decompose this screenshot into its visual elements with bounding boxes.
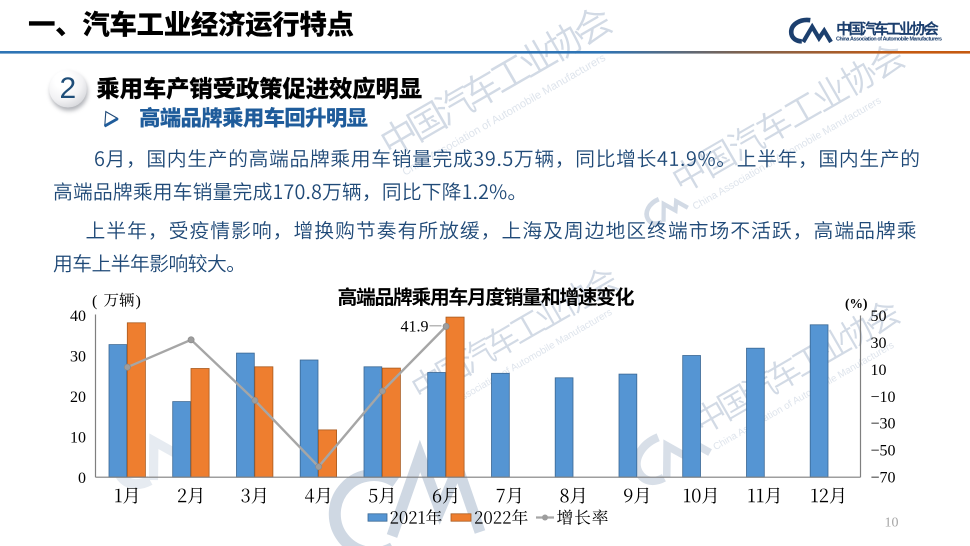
svg-text:50: 50: [871, 308, 887, 325]
svg-text:41.9: 41.9: [401, 318, 429, 335]
svg-text:10: 10: [70, 429, 86, 446]
svg-text:(%): (%): [845, 296, 868, 311]
svg-text:(: (: [92, 293, 97, 310]
svg-text:20: 20: [70, 389, 86, 406]
svg-text:−10: −10: [871, 389, 896, 406]
svg-text:2: 2: [59, 72, 76, 105]
svg-text:40: 40: [70, 308, 86, 325]
svg-text:−50: −50: [871, 443, 896, 460]
svg-text:China Association of Automobil: China Association of Automobile Manufact…: [836, 37, 942, 43]
svg-text:): ): [136, 293, 141, 310]
svg-text:−70: −70: [871, 470, 896, 487]
svg-text:10: 10: [871, 362, 887, 379]
svg-text:10: 10: [885, 516, 899, 531]
svg-text:30: 30: [871, 335, 887, 352]
svg-text:30: 30: [70, 349, 86, 366]
svg-text:−30: −30: [871, 416, 896, 433]
svg-text:0: 0: [78, 470, 86, 487]
